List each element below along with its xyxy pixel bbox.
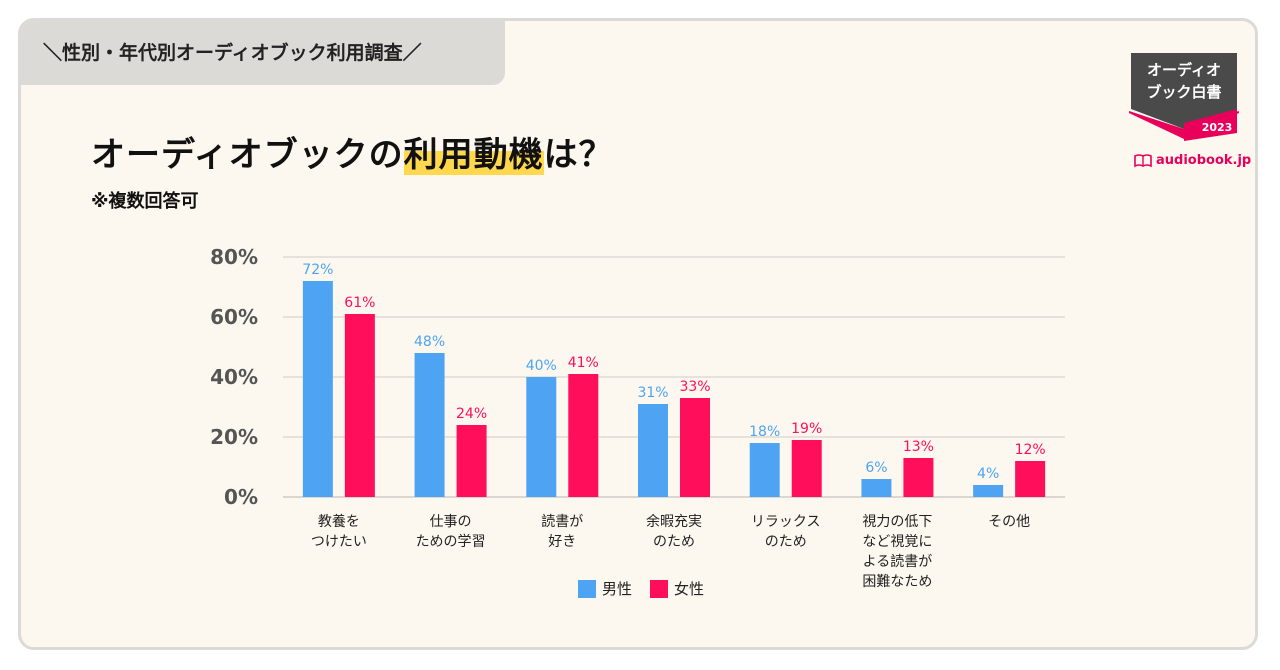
multiple-answer-note: ※複数回答可 <box>91 191 199 212</box>
data-label-male: 18% <box>749 424 780 440</box>
data-label-male: 4% <box>977 466 999 482</box>
bar-male <box>749 443 780 497</box>
x-category-label: のため <box>653 534 695 550</box>
x-category-label: 余暇充実 <box>646 513 702 530</box>
legend-swatch-female <box>650 579 669 598</box>
bar-female <box>568 374 599 497</box>
x-category-label: 好き <box>548 534 576 550</box>
survey-title-tab: ＼性別・年代別オーディオブック利用調査／ <box>21 21 505 85</box>
bar-female <box>344 314 375 497</box>
bar-female <box>1015 461 1046 497</box>
bar-female <box>903 458 934 497</box>
data-label-female: 13% <box>903 439 934 455</box>
data-label-male: 6% <box>865 460 887 476</box>
y-tick-label: 60% <box>210 305 258 329</box>
y-tick-label: 0% <box>224 485 258 509</box>
chart-heading: オーディオブックの利用動機は？ <box>91 127 614 176</box>
legend-label-male: 男性 <box>602 580 633 598</box>
legend-label-female: 女性 <box>674 580 705 598</box>
data-label-female: 61% <box>344 295 375 311</box>
legend-item-female: 女性 <box>650 578 704 599</box>
logo-line1: オーディオ <box>1147 61 1221 79</box>
bar-male <box>414 353 445 497</box>
logo-year-band <box>1184 109 1237 141</box>
data-label-female: 33% <box>679 379 710 395</box>
bar-female <box>680 398 710 497</box>
data-label-female: 41% <box>568 355 599 371</box>
legend-swatch-male <box>578 579 596 598</box>
data-label-female: 19% <box>791 421 822 437</box>
x-category-label: 教養を <box>318 513 360 530</box>
x-category-label: その他 <box>988 514 1030 530</box>
bar-male <box>973 485 1004 497</box>
data-label-male: 40% <box>526 358 557 374</box>
x-category-label: 困難なため <box>862 574 932 590</box>
data-label-female: 12% <box>1015 442 1046 458</box>
heading-after: は？ <box>543 135 614 175</box>
data-label-male: 72% <box>302 262 333 278</box>
y-tick-label: 80% <box>210 245 258 269</box>
chart-card: ＼性別・年代別オーディオブック利用調査／ オーディオブックの利用動機は？ ※複数… <box>18 18 1258 650</box>
bar-male <box>861 479 892 497</box>
logo-line2: ブック白書 <box>1146 83 1221 101</box>
y-tick-label: 20% <box>210 425 258 449</box>
book-icon <box>1134 153 1152 167</box>
x-category-label: リラックス <box>751 514 821 530</box>
bar-male <box>638 404 668 497</box>
legend-item-male: 男性 <box>578 578 632 599</box>
logo-badge-body <box>1131 53 1237 129</box>
x-category-label: 仕事の <box>430 514 472 530</box>
x-category-label: つけたい <box>311 534 367 550</box>
x-category-label: よる読書が <box>863 553 933 570</box>
x-category-label: 視力の低下 <box>862 514 932 530</box>
bar-male <box>302 281 333 497</box>
data-label-male: 48% <box>414 334 445 350</box>
x-category-label: 読書が <box>541 513 583 530</box>
data-label-female: 24% <box>456 406 487 422</box>
heading-highlight: 利用動機 <box>403 135 544 175</box>
brand-name: audiobook.jp <box>1134 153 1251 168</box>
y-tick-label: 40% <box>210 365 258 389</box>
data-label-male: 31% <box>637 385 668 401</box>
bar-female <box>791 440 822 497</box>
x-category-label: のため <box>765 534 807 550</box>
x-category-label: ための学習 <box>416 534 486 550</box>
brand-text: audiobook.jp <box>1156 153 1252 168</box>
report-logo: オーディオ ブック白書 2023 <box>1129 53 1239 141</box>
logo-year: 2023 <box>1202 121 1233 134</box>
x-category-label: など視覚に <box>862 534 932 550</box>
bar-male <box>526 377 557 497</box>
chart-legend: 男性 女性 <box>578 578 714 599</box>
heading-before: オーディオブックの <box>91 135 404 175</box>
bar-female <box>456 425 487 497</box>
